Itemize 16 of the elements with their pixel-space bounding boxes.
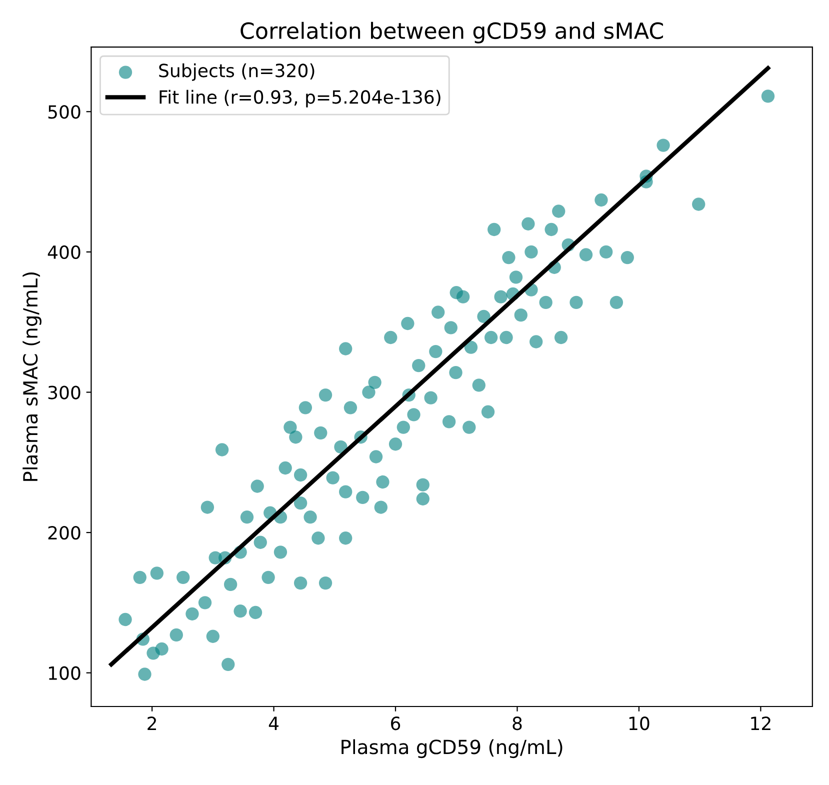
y-tick-label: 100	[48, 666, 80, 680]
y-tick-label: 300	[48, 386, 80, 400]
x-tick-label: 10	[629, 716, 650, 730]
y-tick-label: 400	[48, 245, 80, 260]
x-tick-label: 6	[391, 716, 400, 730]
x-tick-label: 8	[512, 716, 522, 730]
x-axis-title: Plasma gCD59 (ng/mL)	[342, 739, 562, 758]
x-tick-label: 2	[148, 716, 156, 730]
x-tick-label: 12	[751, 716, 770, 730]
x-tick-label: 4	[268, 716, 279, 730]
y-tick-label: 500	[48, 105, 80, 119]
chart-title: Correlation between gCD59 and sMAC	[240, 22, 663, 44]
y-axis-title: Plasma sMAC (ng/mL)	[22, 272, 42, 481]
legend-label: Subjects (n=320)	[159, 63, 314, 81]
legend-label: Fit line (r=0.93, p=5.204e-136)	[160, 90, 440, 108]
y-tick-label: 200	[48, 526, 80, 540]
